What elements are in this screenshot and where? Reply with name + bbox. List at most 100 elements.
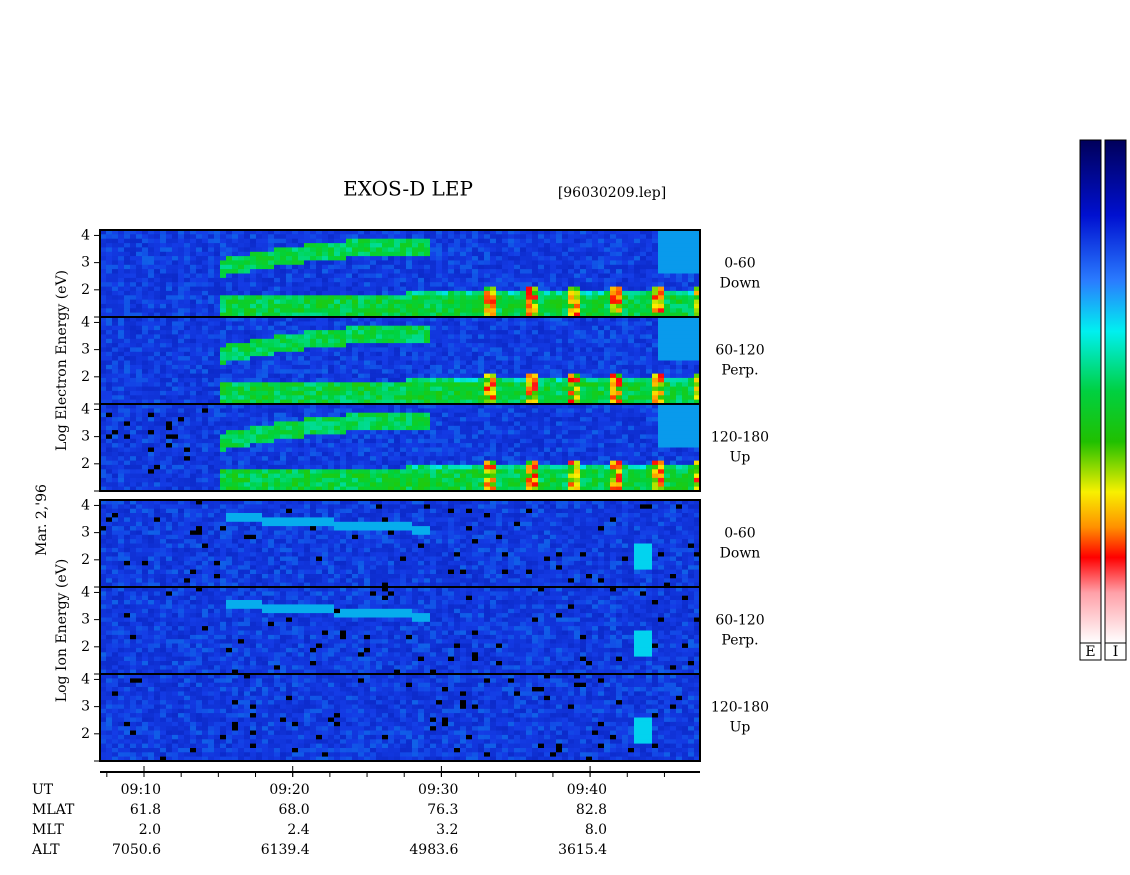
spectrogram-cell <box>574 299 581 305</box>
spectrogram-cell <box>226 473 233 479</box>
spectrogram-cell <box>136 369 143 374</box>
spectrogram-cell <box>220 230 227 235</box>
spectrogram-cell <box>112 421 119 427</box>
spectrogram-cell <box>574 399 581 405</box>
spectrogram-cell <box>604 308 611 314</box>
spectrogram-cell <box>100 290 107 296</box>
spectrogram-cell <box>544 238 551 244</box>
spectrogram-cell <box>280 425 287 431</box>
spectrogram-cell <box>616 308 623 314</box>
spectrogram-cell <box>340 260 347 266</box>
spectrogram-cell <box>370 351 377 357</box>
spectrogram-cell <box>424 347 431 353</box>
spectrogram-cell <box>352 347 359 353</box>
spectrogram-cell <box>574 238 581 244</box>
spectrogram-cell <box>550 243 557 248</box>
spectrogram-cell <box>406 369 413 374</box>
spectrogram-cell <box>664 260 671 266</box>
spectrogram-cell <box>196 264 203 270</box>
spectrogram-cell <box>214 460 221 466</box>
spectrogram-cell <box>502 243 509 248</box>
spectrogram-cell <box>172 312 179 318</box>
spectrogram-cell <box>172 234 179 240</box>
spectrogram-cell <box>448 317 455 322</box>
spectrogram-cell <box>580 356 587 361</box>
spectrogram-cell <box>586 299 593 305</box>
date-label: Mar. 2,'96 <box>34 484 50 556</box>
spectrogram-cell <box>238 273 245 279</box>
spectrogram-cell <box>406 247 413 253</box>
spectrogram-cell <box>268 282 275 287</box>
spectrogram-cell <box>370 295 377 301</box>
spectrogram-cell <box>532 282 539 287</box>
spectrogram-cell <box>292 364 299 370</box>
spectrogram-cell <box>238 434 245 440</box>
spectrogram-cell <box>634 347 641 353</box>
spectrogram-cell <box>568 260 575 266</box>
spectrogram-cell <box>430 364 437 370</box>
spectrogram-cell <box>154 456 161 461</box>
spectrogram-cell <box>256 325 263 331</box>
spectrogram-cell <box>598 256 605 261</box>
spectrogram-cell <box>382 286 389 292</box>
spectrogram-cell <box>520 395 527 401</box>
spectrogram-cell <box>310 347 317 353</box>
spectrogram-cell <box>172 338 179 344</box>
spectrogram-cell <box>172 256 179 261</box>
spectrogram-cell <box>268 247 275 253</box>
spectrogram-cell <box>400 256 407 261</box>
spectrogram-cell <box>388 382 395 388</box>
spectrogram-cell <box>460 256 467 261</box>
spectrogram-cell <box>640 238 647 244</box>
spectrogram-cell <box>574 251 581 257</box>
spectrogram-cell <box>172 469 179 475</box>
spectrogram-cell <box>322 234 329 240</box>
spectrogram-cell <box>592 282 599 287</box>
spectrogram-cell <box>292 269 299 274</box>
spectrogram-cell <box>244 338 251 344</box>
spectrogram-cell <box>484 382 491 388</box>
spectrogram-cell <box>226 256 233 261</box>
spectrogram-cell <box>574 356 581 361</box>
spectrogram-cell <box>136 269 143 274</box>
spectrogram-cell <box>328 412 335 418</box>
spectrogram-cell <box>118 338 125 344</box>
spectrogram-cell <box>154 386 161 392</box>
spectrogram-cell <box>214 399 221 405</box>
spectrogram-cell <box>232 343 239 348</box>
spectrogram-cell <box>454 264 461 270</box>
spectrogram-cell <box>634 290 641 296</box>
spectrogram-cell <box>244 382 251 388</box>
spectrogram-cell <box>184 469 191 475</box>
spectrogram-cell <box>178 273 185 279</box>
spectrogram-cell <box>568 312 575 318</box>
spectrogram-cell <box>166 399 173 405</box>
spectrogram-cell <box>610 290 617 296</box>
spectrogram-cell <box>544 269 551 274</box>
spectrogram-cell <box>694 312 701 318</box>
spectrogram-cell <box>490 234 497 240</box>
spectrogram-cell <box>298 482 305 488</box>
y-tick-label: 4 <box>81 227 90 243</box>
spectrogram-cell <box>256 338 263 344</box>
spectrogram-cell <box>154 486 161 492</box>
spectrogram-cell <box>616 251 623 257</box>
spectrogram-cell <box>658 364 665 370</box>
spectrogram-cell <box>526 395 533 401</box>
spectrogram-cell <box>508 338 515 344</box>
spectrogram-cell <box>478 303 485 309</box>
spectrogram-cell <box>298 417 305 422</box>
spectrogram-cell <box>292 469 299 475</box>
spectrogram-cell <box>532 347 539 353</box>
spectrogram-cell <box>316 386 323 392</box>
spectrogram-cell <box>172 230 179 235</box>
spectrogram-cell <box>682 399 689 405</box>
spectrogram-cell <box>262 477 269 483</box>
spectrogram-cell <box>550 273 557 279</box>
spectrogram-cell <box>400 317 407 322</box>
spectrogram-cell <box>544 303 551 309</box>
spectrogram-cell <box>406 290 413 296</box>
spectrogram-cell <box>262 464 269 470</box>
spectrogram-cell <box>100 386 107 392</box>
spectrogram-cell <box>466 347 473 353</box>
